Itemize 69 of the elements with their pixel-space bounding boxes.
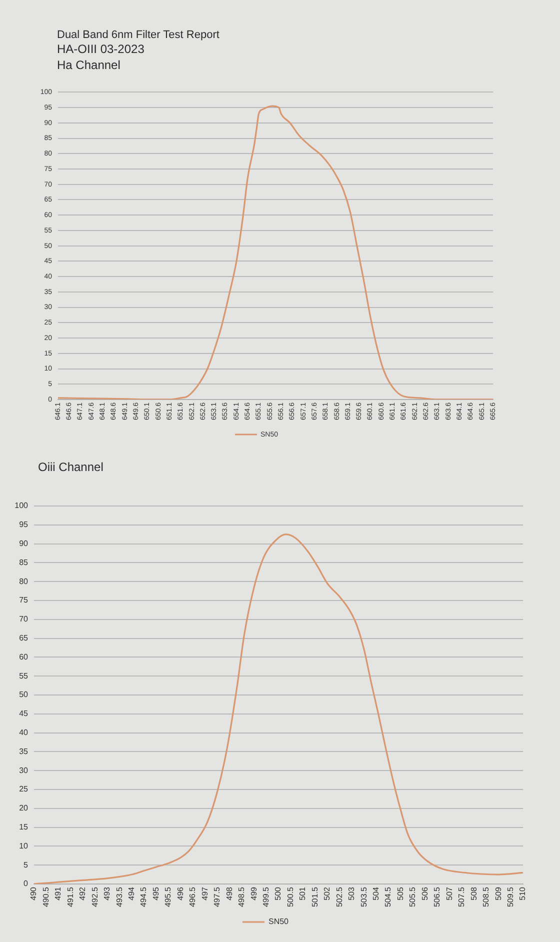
x-tick-label: 507 (444, 886, 454, 900)
x-tick-label: 502 (322, 886, 332, 900)
x-tick-label: 497 (200, 886, 210, 900)
x-tick-label: 494.5 (139, 886, 148, 908)
x-tick-label: 497.5 (212, 886, 222, 908)
y-tick-label: 15 (19, 822, 29, 832)
x-tick-label: 490.5 (41, 886, 50, 908)
x-tick-label: 491 (54, 886, 63, 900)
y-tick-label: 10 (19, 841, 29, 850)
x-tick-label: 501.5 (310, 886, 320, 908)
x-tick-label: 506.5 (432, 886, 442, 908)
x-tick-label: 496.5 (188, 886, 198, 908)
x-tick-label: 503 (347, 886, 356, 900)
chart-subtitle: HA-OIII 03-2023 (57, 42, 146, 58)
x-tick-label: 508.5 (482, 886, 491, 908)
y-tick-label: 100 (14, 501, 29, 510)
y-tick-label: 30 (19, 766, 29, 775)
x-tick-label: 510 (518, 886, 528, 900)
y-tick-label: 0 (24, 879, 29, 888)
x-tick-label: 494 (127, 886, 136, 900)
y-tick-label: 25 (19, 784, 29, 794)
x-tick-label: 507.5 (457, 886, 466, 908)
x-tick-label: 491.5 (66, 886, 75, 908)
y-tick-label: 80 (19, 576, 29, 586)
x-tick-label: 492.5 (90, 886, 100, 908)
text: Ha Channel (57, 58, 122, 74)
chart-title: Dual Band 6nm Filter Test Report (57, 28, 220, 42)
legend-label: SN50 (268, 917, 290, 926)
y-tick-label: 90 (19, 539, 29, 548)
x-tick-label: 503.5 (359, 886, 368, 908)
x-tick-label: 490 (29, 886, 38, 900)
x-tick-label: 498.5 (237, 886, 246, 908)
x-tick-label: 500.5 (286, 886, 295, 908)
y-tick-label: 65 (19, 633, 29, 642)
x-tick-label: 509.5 (506, 886, 515, 908)
x-tick-label: 504.5 (384, 886, 393, 908)
x-tick-label: 505.5 (408, 886, 418, 908)
x-tick-label: 504 (372, 886, 381, 900)
x-tick-label: 493 (102, 886, 112, 900)
y-tick-label: 5 (24, 860, 29, 870)
y-tick-label: 60 (19, 652, 29, 662)
y-tick-label: 75 (19, 596, 29, 605)
chart-title: Oiii Channel (38, 460, 104, 476)
y-tick-label: 40 (19, 728, 29, 737)
y-tick-label: 45 (19, 709, 29, 718)
x-tick-label: 495.5 (164, 886, 173, 908)
x-tick-label: 508 (469, 886, 478, 900)
y-tick-label: 95 (19, 520, 29, 530)
y-tick-label: 70 (19, 614, 29, 624)
x-tick-label: 499.5 (261, 886, 270, 908)
x-tick-label: 496 (176, 886, 185, 900)
y-tick-label: 35 (19, 746, 29, 756)
y-tick-label: 50 (19, 690, 29, 700)
x-tick-label: 492 (78, 886, 88, 900)
line-series (58, 105, 493, 400)
x-tick-label: 495 (151, 886, 160, 900)
y-tick-label: 85 (19, 558, 29, 567)
x-tick-label: 502.5 (334, 886, 344, 908)
y-tick-label: 55 (19, 671, 29, 680)
x-tick-label: 501 (298, 886, 308, 900)
x-tick-label: 498 (224, 886, 234, 900)
x-tick-label: 499 (249, 886, 258, 900)
x-tick-label: 509 (494, 886, 503, 900)
x-tick-label: 493.5 (114, 886, 124, 908)
x-tick-label: 505 (396, 886, 405, 900)
x-tick-label: 506 (420, 886, 430, 900)
y-tick-label: 20 (19, 804, 29, 813)
line-series (34, 534, 523, 884)
x-tick-label: 500 (274, 886, 283, 900)
